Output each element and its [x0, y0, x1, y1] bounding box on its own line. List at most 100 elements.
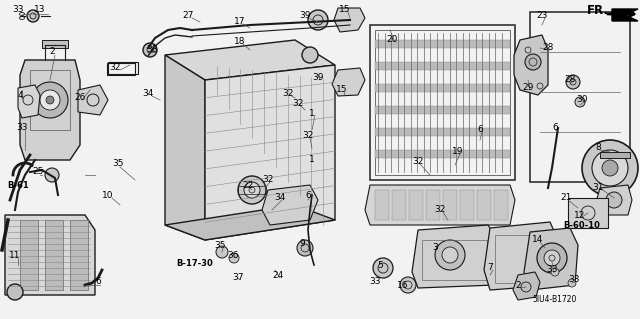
- Polygon shape: [205, 65, 335, 240]
- Polygon shape: [78, 85, 108, 115]
- Text: FR.: FR.: [587, 4, 609, 17]
- Bar: [392, 190, 406, 220]
- Polygon shape: [5, 215, 95, 295]
- Circle shape: [525, 54, 541, 70]
- Bar: [530, 12, 630, 182]
- Text: 32: 32: [292, 99, 304, 108]
- Text: 28: 28: [564, 76, 576, 85]
- Text: 34: 34: [275, 194, 285, 203]
- Circle shape: [229, 253, 239, 263]
- Polygon shape: [165, 55, 205, 240]
- Circle shape: [551, 268, 559, 276]
- Text: 32: 32: [412, 158, 424, 167]
- Circle shape: [544, 250, 560, 266]
- Text: 10: 10: [102, 190, 114, 199]
- Text: 6: 6: [552, 123, 558, 132]
- Bar: [238, 186, 266, 194]
- Bar: [20, 220, 38, 290]
- Bar: [422, 240, 487, 280]
- Bar: [375, 62, 510, 70]
- Text: 3: 3: [432, 242, 438, 251]
- Circle shape: [442, 247, 458, 263]
- Text: 21: 21: [560, 194, 572, 203]
- Text: 33: 33: [12, 5, 24, 14]
- Text: 12: 12: [574, 211, 586, 219]
- Text: B-61: B-61: [7, 181, 29, 189]
- Circle shape: [46, 96, 54, 104]
- Text: 33: 33: [16, 123, 28, 132]
- Circle shape: [602, 160, 618, 176]
- Bar: [375, 30, 510, 175]
- Text: 32: 32: [302, 130, 314, 139]
- Text: 22: 22: [243, 181, 253, 189]
- Bar: [375, 106, 510, 114]
- Bar: [45, 220, 63, 290]
- Text: 24: 24: [273, 271, 284, 280]
- Circle shape: [27, 10, 39, 22]
- Text: 14: 14: [532, 235, 544, 244]
- Text: 6: 6: [95, 278, 101, 286]
- Polygon shape: [514, 35, 548, 95]
- Text: 27: 27: [182, 11, 194, 19]
- Text: 30: 30: [576, 95, 588, 105]
- Bar: [494, 190, 508, 220]
- Bar: [370, 25, 515, 180]
- Circle shape: [568, 279, 576, 287]
- Polygon shape: [334, 8, 365, 32]
- Bar: [568, 198, 608, 228]
- Circle shape: [566, 75, 580, 89]
- Text: 6: 6: [305, 190, 311, 199]
- Circle shape: [244, 182, 260, 198]
- Polygon shape: [365, 185, 515, 225]
- Bar: [600, 152, 630, 158]
- Text: 13: 13: [35, 5, 45, 14]
- Text: B-60-10: B-60-10: [564, 221, 600, 231]
- Text: 15: 15: [339, 5, 351, 14]
- Text: 33: 33: [568, 276, 580, 285]
- Circle shape: [435, 240, 465, 270]
- Text: 25: 25: [32, 167, 44, 176]
- Bar: [107, 63, 135, 75]
- Text: 33: 33: [369, 278, 381, 286]
- Bar: [375, 128, 510, 136]
- Circle shape: [302, 47, 318, 63]
- Text: 4: 4: [17, 91, 23, 100]
- Circle shape: [143, 43, 157, 57]
- Polygon shape: [513, 272, 540, 300]
- Text: 38: 38: [147, 46, 157, 55]
- Polygon shape: [165, 40, 335, 80]
- Circle shape: [575, 97, 585, 107]
- Text: 2: 2: [515, 280, 521, 290]
- Polygon shape: [484, 222, 558, 290]
- Text: 9: 9: [299, 239, 305, 248]
- Circle shape: [7, 284, 23, 300]
- Circle shape: [400, 277, 416, 293]
- Bar: [409, 190, 423, 220]
- Circle shape: [592, 150, 628, 186]
- Text: 17: 17: [234, 18, 246, 26]
- Polygon shape: [332, 68, 365, 96]
- Circle shape: [297, 240, 313, 256]
- Text: 39: 39: [300, 11, 311, 19]
- Text: 32: 32: [282, 88, 294, 98]
- Bar: [495, 235, 550, 283]
- Circle shape: [238, 176, 266, 204]
- Bar: [426, 190, 440, 220]
- Text: 35: 35: [214, 241, 226, 249]
- Bar: [443, 190, 457, 220]
- Bar: [375, 84, 510, 92]
- Text: 16: 16: [397, 281, 409, 291]
- Text: 1: 1: [309, 155, 315, 165]
- Text: 20: 20: [387, 35, 397, 44]
- Text: 15: 15: [336, 85, 348, 94]
- Text: 29: 29: [522, 84, 534, 93]
- Text: 37: 37: [232, 273, 244, 283]
- Text: 34: 34: [142, 88, 154, 98]
- Text: 7: 7: [487, 263, 493, 272]
- Text: 5: 5: [377, 261, 383, 270]
- Text: 39: 39: [312, 73, 324, 83]
- Bar: [375, 40, 510, 48]
- Polygon shape: [20, 60, 80, 160]
- Text: 8: 8: [595, 144, 601, 152]
- Circle shape: [537, 243, 567, 273]
